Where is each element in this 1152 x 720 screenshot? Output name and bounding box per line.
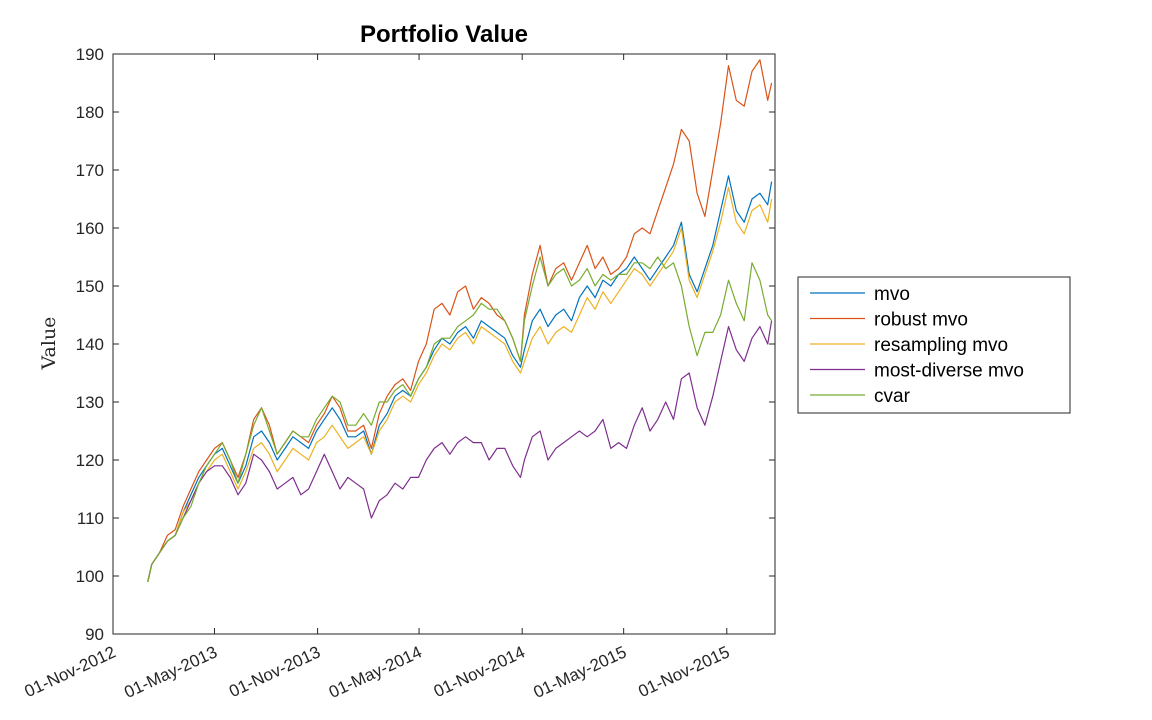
chart-title: Portfolio Value bbox=[360, 21, 528, 48]
series-line-3 bbox=[147, 320, 773, 582]
y-tick-label: 130 bbox=[76, 393, 104, 412]
legend-label-1: robust mvo bbox=[874, 310, 968, 331]
y-tick-label: 150 bbox=[76, 277, 104, 296]
legend-label-2: resampling mvo bbox=[874, 335, 1008, 356]
legend-label-0: mvo bbox=[874, 284, 910, 305]
series-line-4 bbox=[147, 256, 773, 582]
legend-label-4: cvar bbox=[874, 386, 911, 407]
x-tick-label: 01-May-2013 bbox=[121, 642, 220, 702]
y-tick-label: 140 bbox=[76, 335, 104, 354]
y-tick-label: 180 bbox=[76, 103, 104, 122]
series-layer bbox=[147, 59, 773, 582]
y-tick-label: 190 bbox=[76, 45, 104, 64]
y-tick-label: 160 bbox=[76, 219, 104, 238]
series-line-1 bbox=[147, 59, 773, 582]
legend-box bbox=[797, 276, 1071, 414]
y-tick-label: 110 bbox=[77, 509, 104, 528]
x-axis-ticks: 01-Nov-2012 01-May-2013 01-Nov-2013 01-May-… bbox=[22, 54, 732, 702]
x-tick-label: 01-Nov-2014 bbox=[431, 642, 528, 701]
y-axis-ticks: 90 100 110 120 130 140 150 160 170 180 190 bbox=[76, 45, 775, 644]
x-tick-label: 01-Nov-2012 bbox=[22, 642, 119, 701]
legend: mvo robust mvo resampling mvo most-diverse … bbox=[797, 276, 1071, 414]
x-tick-label: 01-Nov-2015 bbox=[635, 642, 732, 701]
x-tick-label: 01-May-2014 bbox=[326, 642, 425, 702]
x-tick-label: 01-Nov-2013 bbox=[226, 642, 323, 701]
plot-area-frame bbox=[112, 53, 776, 635]
y-tick-label: 170 bbox=[76, 161, 104, 180]
x-tick-label: 01-May-2015 bbox=[531, 642, 630, 702]
series-line-0 bbox=[147, 175, 773, 582]
legend-label-3: most-diverse mvo bbox=[874, 361, 1024, 382]
y-tick-label: 120 bbox=[76, 451, 104, 470]
series-line-2 bbox=[147, 186, 773, 582]
y-axis-label: Value bbox=[38, 317, 60, 371]
y-tick-label: 100 bbox=[76, 567, 104, 586]
y-tick-label: 90 bbox=[85, 625, 104, 644]
